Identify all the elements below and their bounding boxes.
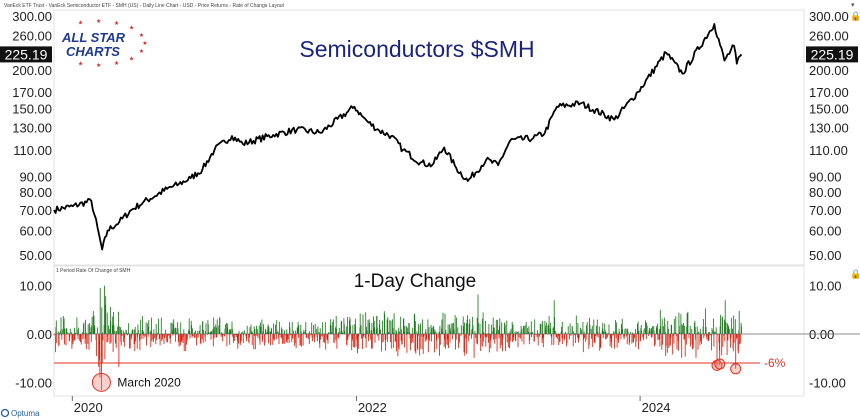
annotation-circle [714, 358, 726, 370]
change-y-tick-label: 0.00 [27, 327, 52, 342]
price-y-tick-label: 150.00 [809, 101, 849, 116]
price-y-tick-label: 300.00 [809, 9, 849, 24]
price-y-tick-label: 70.00 [809, 203, 842, 218]
collapse-icon[interactable]: ▾ [851, 2, 855, 9]
change-panel-frame [53, 265, 805, 397]
logo-line2: CHARTS [66, 44, 120, 59]
price-y-tick-label: 200.00 [12, 63, 52, 78]
price-panel-frame [53, 9, 805, 266]
price-y-tick-label: 130.00 [809, 121, 849, 136]
annotation-circle [730, 363, 742, 375]
change-y-tick-label: -10.00 [809, 375, 846, 390]
last-value-badge-left: 225.19 [0, 46, 52, 63]
last-value-box-right [806, 46, 858, 63]
price-y-axis-right: 300.00260.00230.00200.00170.00150.00130.… [809, 9, 849, 263]
logo-star-icon: ★ [78, 19, 83, 26]
price-y-tick-label: 80.00 [19, 185, 52, 200]
last-value-badge-right: 225.19 [806, 46, 858, 63]
price-chart-title: Semiconductors $SMH [299, 36, 534, 62]
x-tick-label: 2020 [74, 400, 103, 415]
price-y-tick-label: 60.00 [19, 223, 52, 238]
price-y-tick-label: 260.00 [12, 28, 52, 43]
annotations [91, 358, 742, 392]
change-y-tick-label: 10.00 [809, 279, 842, 294]
price-y-tick-label: 110.00 [13, 143, 52, 158]
change-y-axis-left: 10.00 0.00 -10.00 [15, 279, 52, 391]
logo-star-icon: ★ [129, 55, 134, 62]
x-tick-label: 2024 [642, 400, 671, 415]
price-series-line [53, 23, 743, 251]
price-y-tick-label: 90.00 [19, 170, 52, 185]
price-y-tick-label: 170.00 [809, 85, 849, 100]
logo-star-icon: ★ [129, 25, 134, 32]
footer-brand: Optuma [0, 408, 40, 418]
logo-star-icon: ★ [139, 32, 144, 39]
optuma-brand-text: Optuma [11, 409, 40, 418]
price-y-tick-label: 90.00 [809, 170, 842, 185]
price-y-tick-label: 50.00 [19, 248, 52, 263]
lock-icon[interactable]: 🔒 [850, 269, 860, 279]
change-y-tick-label: 0.00 [809, 327, 834, 342]
sub-panel-header: 1 Period Rate Of Change of SMH [56, 268, 131, 274]
change-y-tick-label: -10.00 [15, 375, 52, 390]
price-y-tick-label: 80.00 [809, 185, 842, 200]
logo-star-icon: ★ [142, 40, 147, 47]
chart-header-text: VanEck ETF Trust - VanEck Semiconductor … [4, 3, 285, 9]
logo: ALL STAR CHARTS ★ ★ ★★★★★★★★★ [61, 18, 148, 69]
price-y-tick-label: 130.00 [12, 121, 52, 136]
price-y-tick-label: 300.00 [12, 9, 52, 24]
x-tick-label: 2022 [358, 400, 387, 415]
change-y-axis-right: 10.00 0.00 -10.00 [809, 279, 846, 391]
annotation-circle-march-2020 [91, 372, 111, 392]
price-lock-icon[interactable]: 🔒 [850, 11, 860, 21]
price-y-tick-label: 260.00 [809, 28, 849, 43]
price-y-tick-label: 170.00 [12, 85, 52, 100]
change-bars [53, 285, 742, 391]
last-value-label-right: 225.19 [811, 46, 854, 62]
price-y-tick-label: 110.00 [809, 143, 848, 158]
price-y-tick-label: 60.00 [809, 223, 842, 238]
logo-star-icon: ★ [78, 61, 83, 68]
price-y-tick-label: 70.00 [19, 203, 52, 218]
logo-line1: ALL STAR [61, 30, 126, 45]
price-y-tick-label: 150.00 [12, 101, 52, 116]
logo-star-icon: ★ [96, 18, 101, 25]
threshold-label: -6% [764, 356, 786, 370]
x-axis: 2020 2022 2024 [71, 396, 671, 415]
logo-star-icon: ★ [114, 20, 119, 27]
change-y-tick-label: 10.00 [19, 279, 52, 294]
logo-star-icon: ★ [96, 62, 101, 69]
march-2020-label: March 2020 [117, 375, 181, 389]
logo-stars: ★ ★ ★★★★★★★★★ [78, 18, 148, 69]
last-value-box-left [0, 46, 52, 63]
logo-star-icon: ★ [114, 60, 119, 67]
price-y-tick-label: 50.00 [809, 248, 842, 263]
change-chart-title: 1-Day Change [354, 271, 477, 292]
optuma-logo-icon [0, 408, 10, 418]
last-value-label-left: 225.19 [5, 46, 48, 62]
logo-star-icon: ★ [139, 48, 144, 55]
price-y-tick-label: 200.00 [809, 63, 849, 78]
